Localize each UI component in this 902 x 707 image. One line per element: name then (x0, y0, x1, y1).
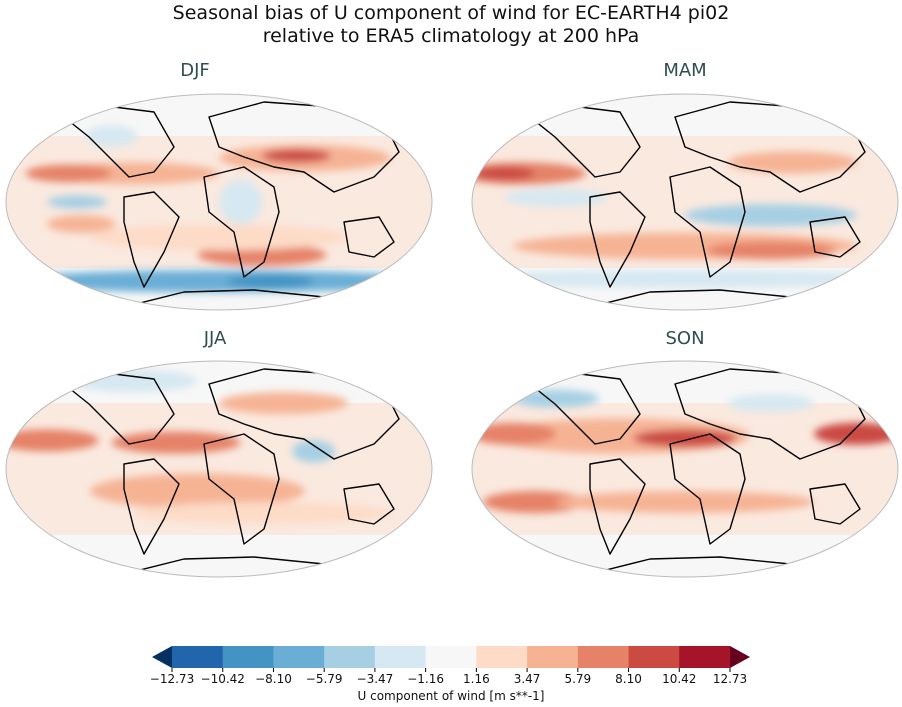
coastline (529, 106, 641, 178)
bias-region (474, 166, 535, 180)
colorbar-tick-label: −1.16 (407, 672, 445, 686)
colorbar-tick-label: −8.10 (255, 672, 292, 686)
map-jja (5, 360, 433, 578)
colorbar-segment (577, 646, 630, 668)
colorbar-tick-label: 5.79 (564, 672, 592, 686)
coastline (669, 166, 746, 278)
bias-region (472, 270, 898, 288)
bias-region (728, 151, 857, 174)
map-border-djf (5, 93, 433, 311)
coastline (809, 216, 861, 258)
colorbar-segment (476, 646, 528, 668)
bias-region (111, 431, 241, 454)
bias-region (90, 224, 348, 251)
colorbar-segment (374, 646, 427, 668)
bias-region (556, 491, 814, 513)
colorbar-tick-label: −12.73 (149, 672, 195, 686)
coastline (203, 433, 280, 545)
coastline (589, 191, 646, 288)
bias-region (6, 270, 432, 293)
bias-region (47, 215, 116, 233)
colorbar-segment (273, 646, 325, 668)
bias-region (814, 422, 898, 445)
panel-title-mam: MAM (663, 60, 707, 81)
colorbar-segment (527, 646, 579, 668)
map-border-son (471, 360, 899, 578)
colorbar-tick-label: 12.73 (712, 672, 748, 686)
bias-region (513, 389, 599, 408)
coastline (589, 458, 646, 555)
colorbar-tick-label: 10.42 (662, 672, 697, 686)
colorbar-tick-label: −3.47 (356, 672, 394, 686)
colorbar-segment (324, 646, 376, 668)
coastline (529, 373, 641, 445)
map-border-mam (471, 93, 899, 311)
colorbar-label: U component of wind [m s**-1] (357, 689, 545, 703)
bias-region (219, 392, 348, 414)
bias-region (504, 188, 608, 207)
bias-region (25, 164, 112, 183)
figure-title: Seasonal bias of U component of wind for… (0, 2, 902, 48)
bias-region (6, 429, 99, 452)
coastline (123, 458, 180, 555)
colorbar-segment (172, 646, 224, 668)
bias-region (262, 149, 331, 163)
coastline (343, 483, 395, 525)
colorbar-segment (628, 646, 680, 668)
coastline (809, 483, 861, 525)
map-djf (5, 93, 433, 311)
bias-region (219, 180, 262, 224)
map-son (471, 360, 899, 578)
coastline (669, 433, 746, 545)
colorbar-extend-high (730, 646, 750, 668)
bias-region (706, 241, 836, 260)
colorbar-tick-label: −10.42 (200, 672, 245, 686)
colorbar-tick-label: 8.10 (615, 672, 642, 686)
bias-region (227, 274, 314, 288)
map-border-jja (5, 360, 433, 578)
coastline (203, 166, 280, 278)
bias-region (133, 502, 391, 524)
panel-title-son: SON (665, 328, 705, 349)
coastline (63, 106, 175, 178)
bias-region (292, 440, 336, 463)
colorbar-segment (222, 646, 274, 668)
coastline (123, 191, 180, 288)
bias-region (482, 491, 587, 513)
colorbar-segment (679, 646, 731, 668)
bias-region (85, 125, 138, 147)
title-line-1: Seasonal bias of U component of wind for… (172, 2, 730, 24)
coastline (343, 216, 395, 258)
bias-region (90, 473, 305, 509)
colorbar-tick-label: 1.16 (463, 672, 490, 686)
title-line-2: relative to ERA5 climatology at 200 hPa (262, 25, 640, 47)
bias-region (472, 422, 556, 445)
colorbar-segment (425, 646, 477, 668)
map-mam (471, 93, 899, 311)
bias-region (47, 195, 108, 209)
panel-title-djf: DJF (180, 60, 210, 81)
coastline (63, 373, 175, 445)
bias-region (685, 204, 857, 227)
colorbar-extend-low (152, 646, 172, 668)
colorbar-tick-label: −5.79 (305, 672, 343, 686)
bias-region (728, 394, 814, 412)
colorbar-tick-label: 3.47 (513, 672, 541, 686)
panel-title-jja: JJA (203, 328, 227, 349)
